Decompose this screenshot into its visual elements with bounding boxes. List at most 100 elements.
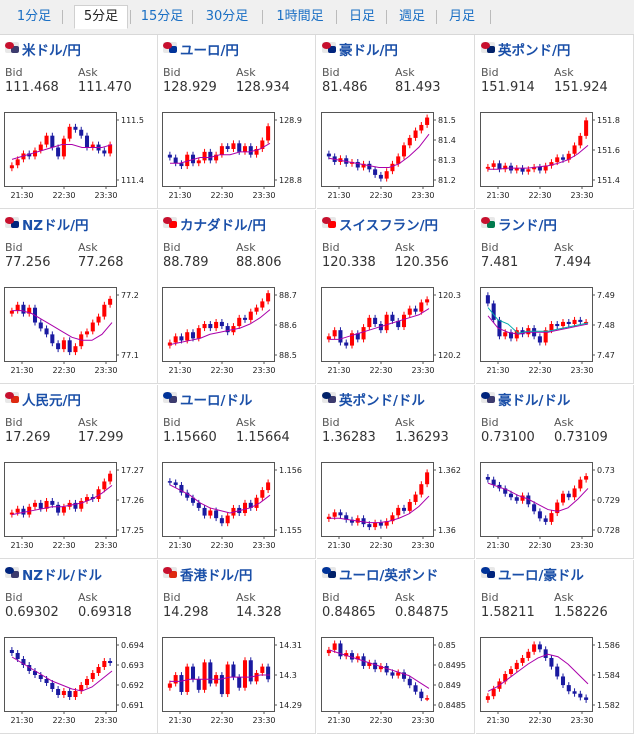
moving-average-line	[11, 656, 113, 692]
pair-name-link[interactable]: ユーロ/英ポンド	[339, 568, 439, 584]
price-chart[interactable]: 7.49 7.48 7.47 21:30 22:30 23:30	[480, 284, 630, 380]
price-chart[interactable]: 0.73 0.729 0.728 21:30 22:30 23:30	[480, 459, 630, 555]
rate-card[interactable]: NZドル/円 Bid 77.256 Ask 77.268 77.2 77.1 21:30 22:…	[0, 210, 158, 384]
rate-card[interactable]: NZドル/ドル Bid 0.69302 Ask 0.69318 0.694 0.693 0.6…	[0, 560, 158, 734]
x-tick-label: 21:30	[10, 716, 33, 725]
candle-body	[413, 494, 418, 502]
plot-area	[480, 462, 593, 537]
x-tick-label: 23:30	[252, 716, 275, 725]
x-tick-label: 23:30	[94, 541, 117, 550]
price-chart[interactable]: 77.2 77.1 21:30 22:30 23:30	[4, 284, 154, 380]
price-chart[interactable]: 0.694 0.693 0.692 0.691 21:30 22:30 23:30	[4, 634, 154, 730]
currency-flag-icon	[5, 392, 19, 403]
bid-label: Bid	[163, 241, 181, 254]
price-chart[interactable]: 14.31 14.3 14.29 21:30 22:30 23:30	[162, 634, 312, 730]
pair-name-link[interactable]: 豪ドル/円	[339, 43, 398, 59]
pair-name-link[interactable]: 米ドル/円	[22, 43, 81, 59]
candle-body	[491, 163, 496, 167]
price-chart[interactable]: 111.5 111.4 21:30 22:30 23:30	[4, 109, 154, 205]
price-chart[interactable]: 17.27 17.26 17.25 21:30 22:30 23:30	[4, 459, 154, 555]
price-chart[interactable]: 1.362 1.36 21:30 22:30 23:30	[321, 459, 471, 555]
candle-body	[367, 317, 372, 328]
tab-6[interactable]: 週足	[398, 9, 425, 24]
pair-name-link[interactable]: ユーロ/円	[180, 43, 239, 59]
candle-body	[21, 659, 26, 665]
pair-name-link[interactable]: ランド/円	[498, 218, 557, 234]
candle-body	[520, 495, 525, 501]
candle-body	[543, 330, 548, 343]
candle-body	[413, 130, 418, 138]
price-chart[interactable]: 0.85 0.8495 0.849 0.8485 21:30 22:30 23:30	[321, 634, 471, 730]
pair-name-link[interactable]: NZドル/ドル	[22, 568, 103, 584]
rate-card[interactable]: ユーロ/円 Bid 128.929 Ask 128.934 128.9 128.8 21:30…	[158, 35, 316, 209]
price-chart[interactable]: 81.5 81.4 81.3 81.2 21:30 22:30 23:30	[321, 109, 471, 205]
tab-0[interactable]: 1分足	[16, 9, 52, 24]
candle-body	[27, 307, 32, 314]
pair-name-link[interactable]: カナダドル/円	[180, 218, 266, 234]
pair-name-link[interactable]: 人民元/円	[22, 393, 81, 409]
rate-card[interactable]: 人民元/円 Bid 17.269 Ask 17.299 17.27 17.26 17.25 21…	[0, 385, 158, 559]
tab-7[interactable]: 月足	[448, 9, 475, 24]
candle-body	[401, 145, 407, 157]
y-tick-label: 0.729	[597, 496, 620, 505]
price-chart[interactable]: 120.3 120.2 21:30 22:30 23:30	[321, 284, 471, 380]
moving-average-line	[329, 495, 430, 524]
tab-separator	[490, 10, 491, 24]
price-chart[interactable]: 1.156 1.155 21:30 22:30 23:30	[162, 459, 312, 555]
tab-3[interactable]: 30分足	[205, 9, 249, 24]
moving-average-line	[328, 133, 430, 168]
currency-flag-icon	[481, 217, 495, 228]
tab-5[interactable]: 日足	[348, 9, 375, 24]
pair-name-link[interactable]: ユーロ/ドル	[180, 393, 253, 409]
pair-name-link[interactable]: スイスフラン/円	[339, 218, 439, 234]
x-tick-label: 23:30	[411, 541, 434, 550]
ask-label: Ask	[236, 591, 256, 604]
pair-name-link[interactable]: 香港ドル/円	[180, 568, 253, 584]
rate-card[interactable]: 香港ドル/円 Bid 14.298 Ask 14.328 14.31 14.3 14.29 21…	[158, 560, 316, 734]
price-chart[interactable]: 1.586 1.584 1.582 21:30 22:30 23:30	[480, 634, 630, 730]
rate-card[interactable]: ユーロ/ドル Bid 1.15660 Ask 1.15664 1.156 1.155 21:3…	[158, 385, 316, 559]
bid-label: Bid	[322, 241, 340, 254]
candle-body	[50, 334, 55, 344]
bid-price: 14.298	[163, 605, 209, 620]
candle-body	[32, 150, 38, 157]
rate-card[interactable]: 豪ドル/円 Bid 81.486 Ask 81.493 81.5 81.4 81.3 81.2 2…	[317, 35, 475, 209]
price-chart[interactable]: 128.9 128.8 21:30 22:30 23:30	[162, 109, 312, 205]
rate-card[interactable]: 米ドル/円 Bid 111.468 Ask 111.470 111.5 111.4 21:30…	[0, 35, 158, 209]
tab-2[interactable]: 15分足	[140, 9, 184, 24]
candle-body	[214, 321, 219, 329]
rate-card[interactable]: 英ポンド/円 Bid 151.914 Ask 151.924 151.8 151.6 151.…	[476, 35, 634, 209]
candle-body	[179, 163, 184, 167]
candle-body	[326, 649, 331, 654]
candle-body	[242, 502, 248, 514]
pair-name-link[interactable]: 豪ドル/ドル	[498, 393, 571, 409]
tab-4[interactable]: 1時間足	[276, 9, 324, 24]
rate-card[interactable]: ユーロ/英ポンド Bid 0.84865 Ask 0.84875 0.85 0.8495 0.…	[317, 560, 475, 734]
pair-name-link[interactable]: 英ポンド/ドル	[339, 393, 425, 409]
candle-body	[566, 321, 571, 324]
rate-card[interactable]: 英ポンド/ドル Bid 1.36283 Ask 1.36293 1.362 1.36 21:3…	[317, 385, 475, 559]
rate-card[interactable]: ユーロ/豪ドル Bid 1.58211 Ask 1.58226 1.586 1.584 1.5…	[476, 560, 634, 734]
candle-body	[508, 332, 514, 339]
x-tick-label: 21:30	[168, 366, 191, 375]
candle-body	[173, 336, 178, 343]
candlestick-chart: 120.3 120.2 21:30 22:30 23:30	[321, 287, 461, 375]
x-tick-label: 21:30	[327, 716, 350, 725]
candle-body	[242, 317, 248, 320]
candle-body	[384, 521, 389, 526]
price-chart[interactable]: 151.8 151.6 151.4 21:30 22:30 23:30	[480, 109, 630, 205]
price-chart[interactable]: 88.7 88.6 88.5 21:30 22:30 23:30	[162, 284, 312, 380]
candle-body	[401, 314, 407, 328]
currency-flag-icon	[481, 567, 495, 578]
pair-name-link[interactable]: 英ポンド/円	[498, 43, 571, 59]
rate-card[interactable]: ランド/円 Bid 7.481 Ask 7.494 7.49 7.48 7.47 21:30 22…	[476, 210, 634, 384]
rate-card[interactable]: スイスフラン/円 Bid 120.338 Ask 120.356 120.3 120.2 21…	[317, 210, 475, 384]
tab-1[interactable]: 5分足	[74, 5, 128, 29]
pair-name-link[interactable]: ユーロ/豪ドル	[498, 568, 584, 584]
bid-price: 120.338	[322, 255, 376, 270]
pair-name-link[interactable]: NZドル/円	[22, 218, 89, 234]
rate-card[interactable]: 豪ドル/ドル Bid 0.73100 Ask 0.73109 0.73 0.729 0.728…	[476, 385, 634, 559]
candle-body	[15, 508, 20, 513]
tab-separator	[336, 10, 337, 24]
rate-card[interactable]: カナダドル/円 Bid 88.789 Ask 88.806 88.7 88.6 88.5 21:…	[158, 210, 316, 384]
